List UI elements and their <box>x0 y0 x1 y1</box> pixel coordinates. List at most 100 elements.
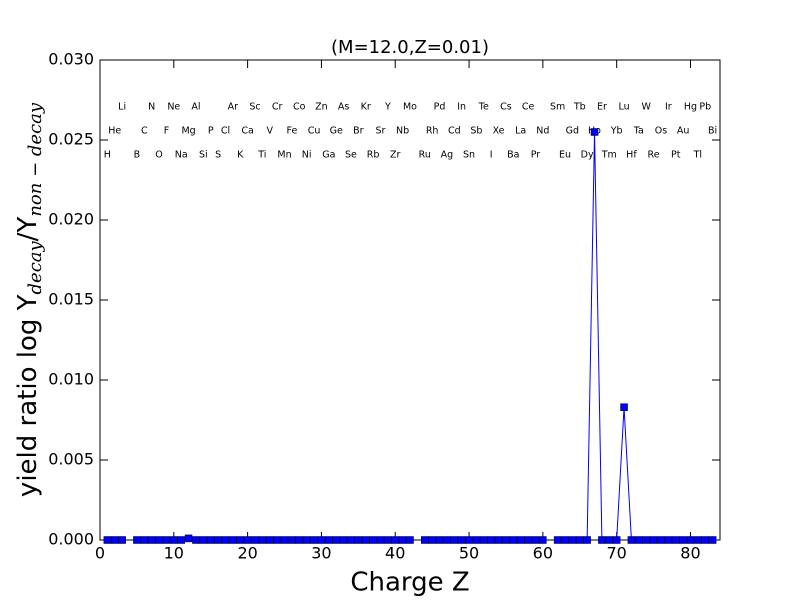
y-tick-label: 0.005 <box>48 450 94 469</box>
element-label: N <box>148 102 155 113</box>
point <box>531 536 540 544</box>
element-label: Nd <box>536 126 549 137</box>
element-label: Ba <box>507 150 519 161</box>
element-label: Er <box>597 102 607 113</box>
point <box>243 536 252 544</box>
point <box>553 536 562 544</box>
element-label: Y <box>384 102 391 113</box>
point <box>273 536 281 544</box>
element-label: I <box>490 150 493 161</box>
element-label: Sm <box>550 102 565 113</box>
element-label: Mn <box>277 150 291 161</box>
point <box>443 536 451 544</box>
point <box>325 536 333 544</box>
y-axis-label: yield ratio log Ydecay/Ynon − decay <box>13 102 47 497</box>
point <box>155 536 163 544</box>
point <box>192 536 200 544</box>
y-label-part: yield ratio log Y <box>13 294 43 497</box>
point <box>140 536 149 544</box>
point <box>450 536 459 544</box>
point <box>605 536 614 544</box>
element-label: Ar <box>228 102 238 113</box>
point <box>206 536 215 544</box>
point <box>671 536 680 544</box>
element-label: Mg <box>181 126 195 137</box>
element-label: Pb <box>699 102 711 113</box>
point <box>354 536 363 544</box>
element-label: K <box>237 150 244 161</box>
y-tick-label: 0.015 <box>48 290 94 309</box>
point <box>435 536 444 544</box>
point <box>133 536 141 544</box>
x-axis-label: Charge Z <box>350 568 469 598</box>
x-tick-label: 40 <box>385 544 405 563</box>
point <box>184 534 193 543</box>
point <box>620 403 628 411</box>
point <box>177 536 185 544</box>
element-label: Cr <box>272 102 283 113</box>
point <box>590 128 599 136</box>
element-label: Ir <box>665 102 672 113</box>
element-label: V <box>267 126 274 137</box>
element-label: Li <box>118 102 126 113</box>
element-label: Eu <box>559 150 571 161</box>
x-tick-label: 0 <box>95 544 105 563</box>
element-label: Na <box>175 150 188 161</box>
element-label: Hg <box>684 102 697 113</box>
point <box>280 536 289 544</box>
element-label: Tl <box>693 150 702 161</box>
element-label: Zr <box>390 150 401 161</box>
point <box>221 536 230 544</box>
point <box>598 536 606 544</box>
point <box>627 536 636 544</box>
element-label: Gd <box>566 126 579 137</box>
element-label: Kr <box>361 102 371 113</box>
point <box>502 536 510 544</box>
point <box>317 536 326 544</box>
point <box>118 536 126 544</box>
point <box>701 536 709 544</box>
element-label: Hf <box>626 150 637 161</box>
x-tick-label: 60 <box>533 544 553 563</box>
element-label: H <box>104 150 111 161</box>
point <box>162 536 171 544</box>
element-label: Rb <box>367 150 380 161</box>
x-tick-label: 10 <box>164 544 184 563</box>
element-label: B <box>134 150 141 161</box>
element-label: Te <box>478 102 489 113</box>
element-label: Sc <box>249 102 260 113</box>
element-label: Fe <box>287 126 298 137</box>
point <box>465 536 473 544</box>
element-label: Cd <box>448 126 461 137</box>
element-label: Os <box>655 126 667 137</box>
point <box>302 536 311 544</box>
point <box>612 536 621 544</box>
y-tick-label: 0.030 <box>48 50 94 69</box>
x-tick-label: 80 <box>680 544 700 563</box>
element-label: Yb <box>610 126 623 137</box>
element-label: Tm <box>601 150 617 161</box>
point <box>472 536 481 544</box>
element-label: In <box>457 102 466 113</box>
point <box>214 536 222 544</box>
point <box>266 536 274 544</box>
point <box>332 536 340 544</box>
element-label: Ge <box>330 126 343 137</box>
point <box>310 536 318 544</box>
element-label: W <box>641 102 651 113</box>
element-label: Pr <box>531 150 541 161</box>
point <box>251 536 259 544</box>
point <box>199 536 208 544</box>
point <box>635 536 643 544</box>
point <box>568 536 577 544</box>
element-label: O <box>155 150 162 161</box>
element-label: Ca <box>241 126 253 137</box>
element-label: Zn <box>315 102 328 113</box>
y-tick-label: 0.010 <box>48 370 94 389</box>
x-tick-label: 50 <box>459 544 479 563</box>
x-tick-label: 70 <box>606 544 626 563</box>
point <box>170 536 178 544</box>
element-label: Nb <box>396 126 409 137</box>
element-label: F <box>164 126 169 137</box>
point <box>539 536 547 544</box>
